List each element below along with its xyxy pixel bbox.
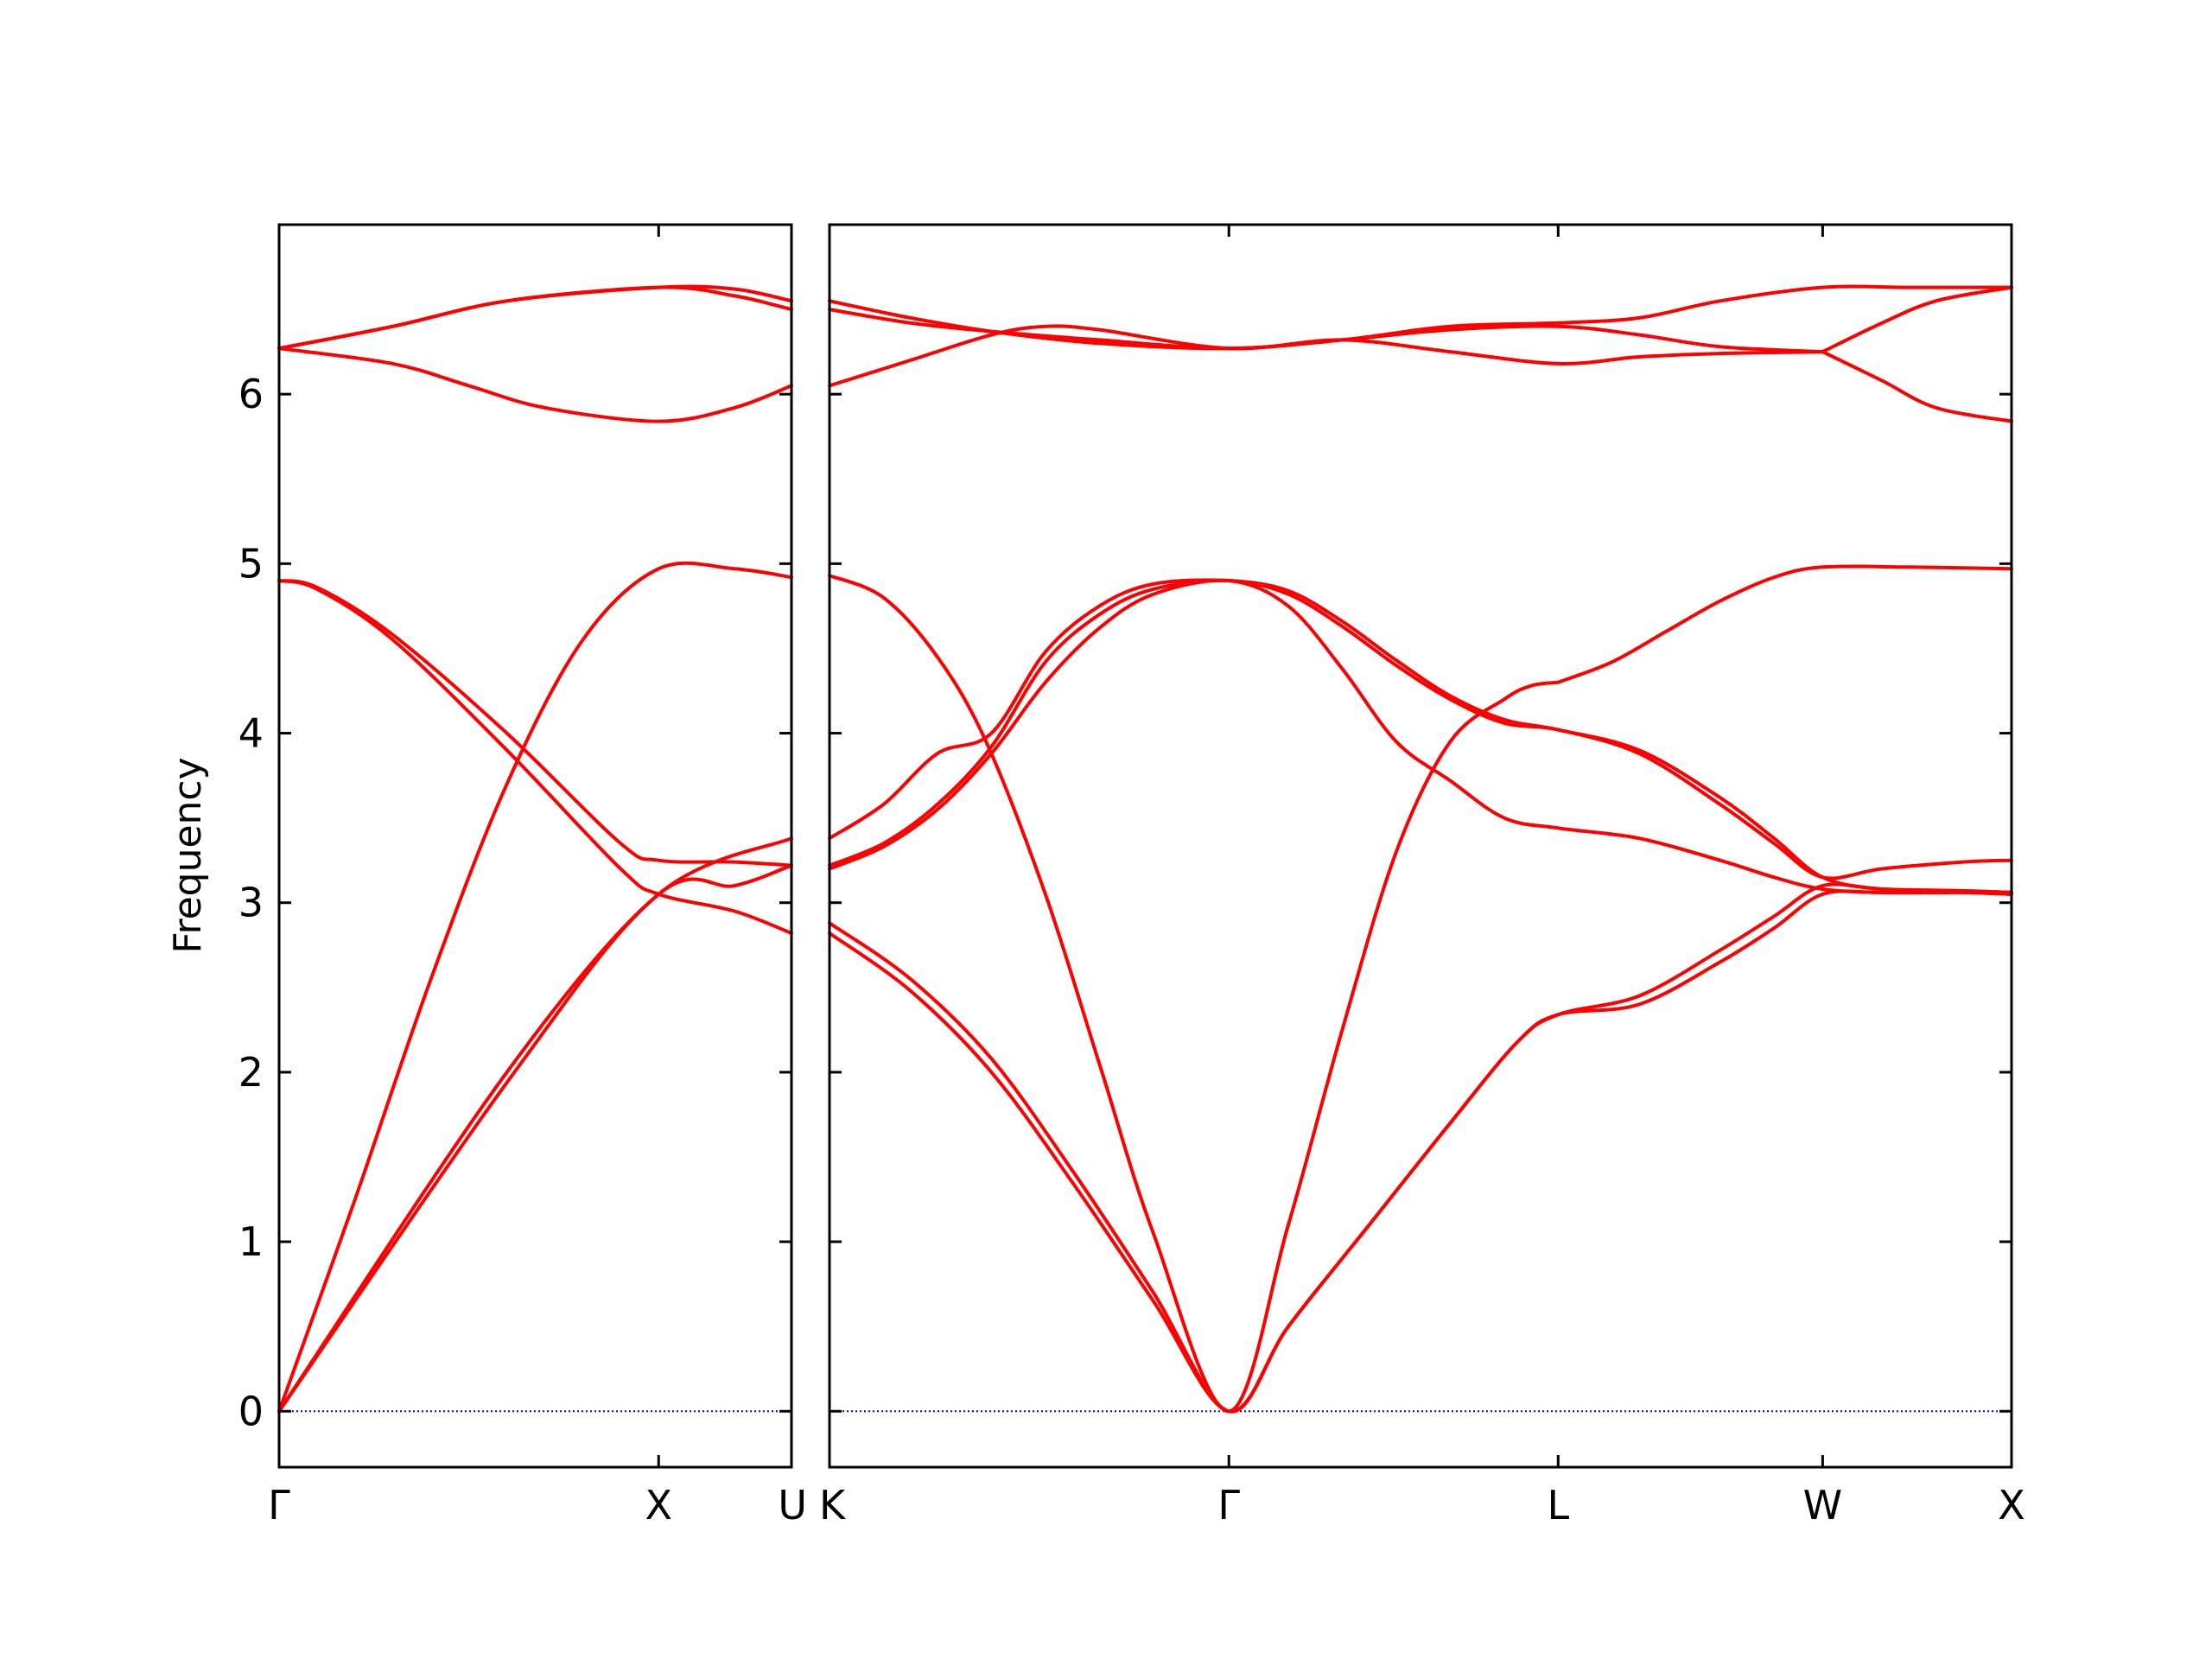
- x-tick-label: X: [645, 1482, 673, 1529]
- band-line-4: [277, 579, 793, 868]
- x-tick-label: W: [1803, 1482, 1842, 1529]
- band-line-10: [828, 324, 1825, 388]
- band-line-2: [277, 561, 793, 1414]
- y-tick-label: 0: [238, 1388, 264, 1434]
- x-tick-label: U: [778, 1482, 807, 1529]
- band-line-7: [828, 578, 2013, 894]
- x-tick-label: K: [819, 1482, 847, 1529]
- axes-frame: [277, 223, 793, 1469]
- y-tick-label: 2: [238, 1049, 264, 1096]
- y-tick-label: 1: [238, 1218, 264, 1265]
- band-line-1: [277, 836, 793, 1414]
- band-line-12: [1821, 350, 2013, 423]
- x-tick-label: L: [1547, 1482, 1569, 1529]
- band-line-8: [828, 284, 2013, 351]
- band-line-5: [277, 346, 793, 423]
- y-tick-label: 4: [238, 710, 264, 757]
- y-tick-label: 3: [238, 880, 264, 926]
- band-line-6: [828, 578, 2013, 880]
- band-line-3: [277, 579, 793, 935]
- band-line-7: [277, 284, 793, 351]
- band-line-1: [828, 889, 2013, 1414]
- band-line-8: [277, 863, 793, 1414]
- axes-frame: [828, 223, 2013, 1469]
- y-axis-label: Frequency: [166, 757, 210, 953]
- band-line-3: [828, 574, 1560, 1414]
- panel-1: 0 1 2 3 4 5 6 Γ X U: [238, 223, 807, 1529]
- y-tick-label: 5: [238, 540, 264, 587]
- band-line-9: [828, 308, 1825, 354]
- x-tick-label: X: [1998, 1482, 2025, 1529]
- plot-panels: 0 1 2 3 4 5 6 Γ X U K Γ L W X: [238, 223, 2025, 1529]
- band-line-5: [828, 578, 2013, 896]
- band-line-2: [828, 882, 2013, 1414]
- band-line-11: [1821, 285, 2013, 354]
- x-tick-label: Γ: [268, 1482, 290, 1529]
- y-tick-label: 6: [238, 371, 264, 417]
- x-tick-label: Γ: [1217, 1482, 1240, 1529]
- band-line-4: [1556, 564, 2013, 684]
